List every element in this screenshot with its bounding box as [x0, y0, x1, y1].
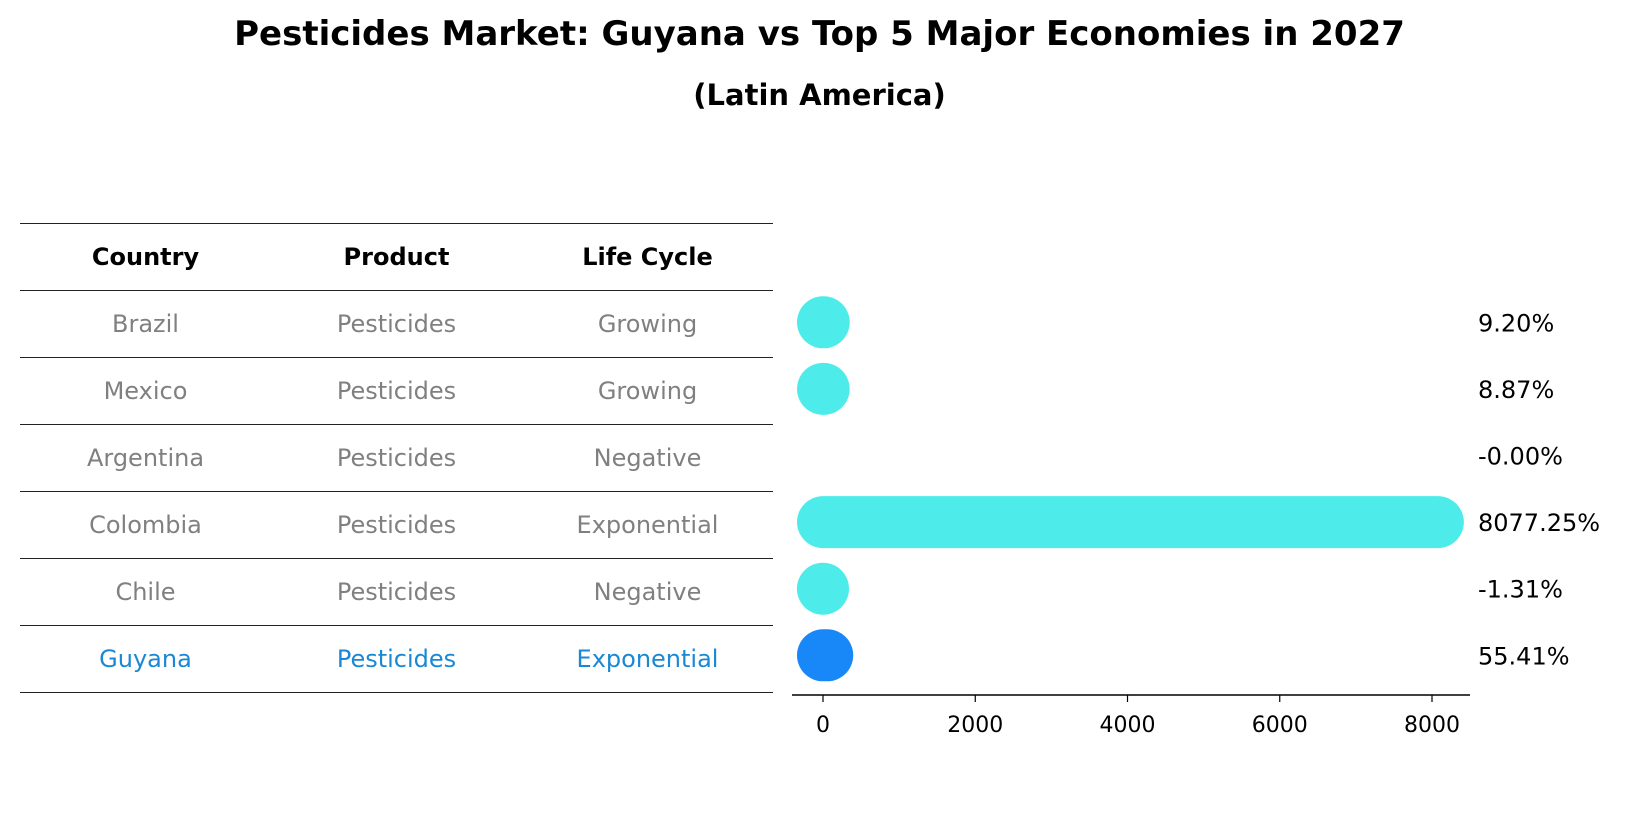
cell-product: Pesticides — [336, 511, 457, 539]
table-row: Mexico Pesticides Growing — [20, 357, 773, 424]
cell-life-cycle: Negative — [593, 578, 702, 606]
cell-product: Pesticides — [336, 310, 457, 338]
cell-product: Pesticides — [336, 444, 457, 472]
bar-mexico — [797, 362, 850, 415]
cell-product: Pesticides — [336, 578, 457, 606]
value-label-guyana: 55.41% — [1478, 642, 1570, 670]
value-label-chile: -1.31% — [1478, 576, 1563, 604]
table-row: Colombia Pesticides Exponential — [20, 491, 773, 558]
bar-brazil — [797, 296, 850, 349]
cell-life-cycle: Exponential — [576, 511, 719, 539]
table-row: Chile Pesticides Negative — [20, 558, 773, 625]
cell-country: Brazil — [112, 310, 179, 338]
cell-country: Chile — [115, 578, 176, 606]
cell-life-cycle: Growing — [597, 310, 698, 338]
table-row-highlight: Guyana Pesticides Exponential — [20, 625, 773, 693]
cell-country: Mexico — [103, 377, 188, 405]
cell-product: Pesticides — [336, 377, 457, 405]
cell-product: Pesticides — [336, 645, 457, 673]
value-label-argentina: -0.00% — [1478, 443, 1563, 471]
cell-life-cycle: Growing — [597, 377, 698, 405]
cell-country: Argentina — [86, 444, 205, 472]
x-tick-label: 8000 — [1404, 713, 1460, 738]
cell-life-cycle: Exponential — [576, 645, 719, 673]
table-row: Argentina Pesticides Negative — [20, 424, 773, 491]
chart-subtitle: (Latin America) — [693, 78, 946, 112]
x-tick-label: 0 — [816, 713, 830, 738]
table-header-row: Country Product Life Cycle — [20, 223, 773, 290]
cell-country: Guyana — [99, 645, 192, 673]
value-label-brazil: 9.20% — [1478, 309, 1554, 337]
x-tick-label: 2000 — [947, 713, 1003, 738]
cell-country: Colombia — [89, 511, 202, 539]
chart-title: Pesticides Market: Guyana vs Top 5 Major… — [234, 14, 1405, 54]
header-country: Country — [91, 243, 200, 271]
bar-guyana — [797, 629, 854, 682]
bar-colombia — [797, 496, 1464, 549]
cell-life-cycle: Negative — [593, 444, 702, 472]
table-row: Brazil Pesticides Growing — [20, 290, 773, 357]
header-life-cycle: Life Cycle — [582, 243, 713, 271]
x-tick-label: 4000 — [1100, 713, 1156, 738]
value-label-colombia: 8077.25% — [1478, 509, 1600, 537]
x-tick-label: 6000 — [1252, 713, 1308, 738]
header-product: Product — [343, 243, 450, 271]
value-label-mexico: 8.87% — [1478, 376, 1554, 404]
data-table: Country Product Life Cycle Brazil Pestic… — [20, 223, 773, 693]
bar-chile — [796, 562, 849, 615]
